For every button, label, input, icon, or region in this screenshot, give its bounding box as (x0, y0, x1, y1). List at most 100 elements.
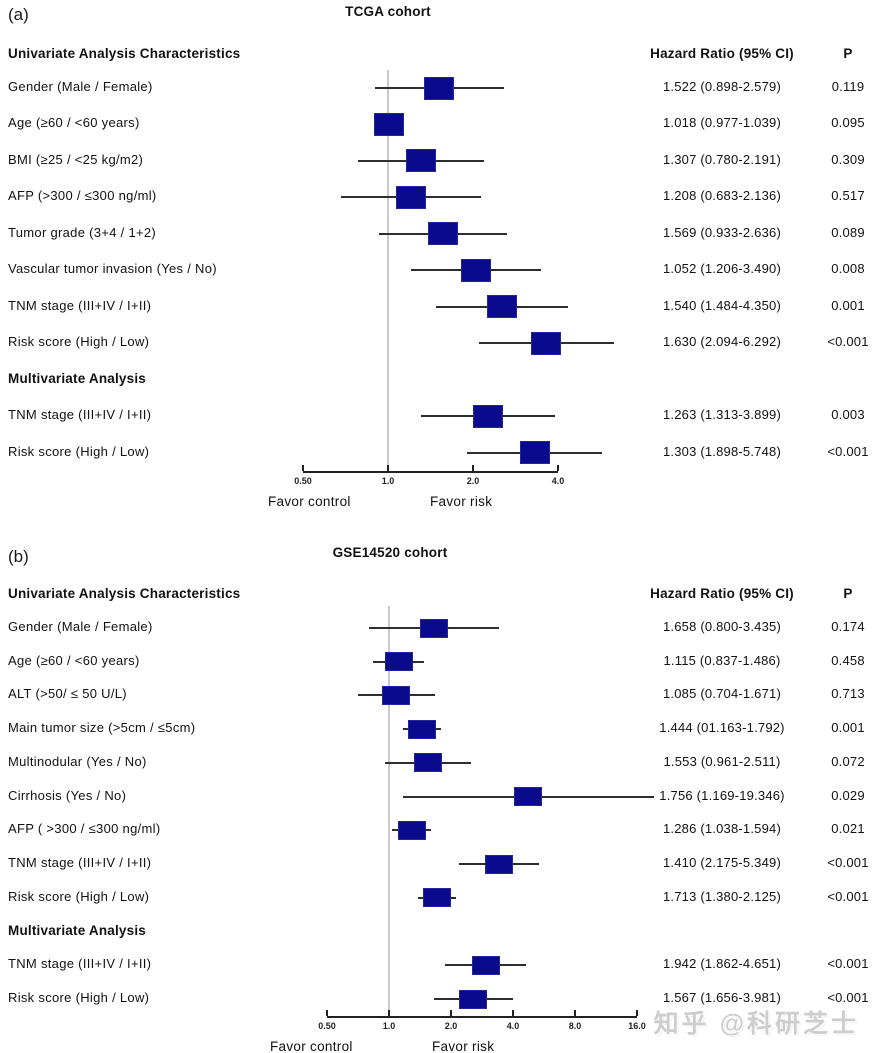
section-heading: Multivariate Analysis (8, 370, 147, 386)
hazard-ratio-text: 1.286 (1.038-1.594) (663, 821, 781, 837)
p-value-text: <0.001 (827, 888, 869, 904)
x-axis-tick (472, 465, 474, 471)
hazard-ratio-text: 1.713 (1.380-2.125) (663, 888, 781, 904)
p-value-text: <0.001 (827, 855, 869, 871)
x-axis-tick-label: 0.50 (294, 476, 312, 486)
hazard-ratio-box (484, 854, 513, 874)
hazard-ratio-box (424, 76, 455, 100)
hazard-ratio-box (396, 185, 427, 209)
header-hazard-ratio: Hazard Ratio (95% CI) (650, 46, 794, 61)
row-label: Gender (Male / Female) (8, 79, 153, 94)
p-value-text: 0.713 (831, 686, 865, 702)
row-label: AFP (>300 / ≤300 ng/ml) (8, 188, 157, 204)
x-axis-tick-label: 2.0 (444, 1021, 458, 1031)
panel-title: GSE14520 cohort (332, 545, 448, 560)
row-label: Risk score (High / Low) (8, 334, 150, 350)
x-axis-tick (388, 1010, 390, 1016)
p-value-text: <0.001 (827, 443, 869, 459)
hazard-ratio-box (407, 719, 436, 739)
hazard-ratio-text: 1.018 (0.977-1.039) (663, 115, 781, 131)
row-label: BMI (≥25 / <25 kg/m2) (8, 151, 144, 167)
x-axis-tick (450, 1010, 452, 1016)
hazard-ratio-box (397, 820, 426, 840)
p-value-text: 0.174 (831, 619, 865, 634)
x-axis-tick-label: 16.0 (628, 1021, 646, 1031)
header-characteristics: Univariate Analysis Characteristics (8, 46, 241, 61)
row-label: AFP ( >300 / ≤300 ng/ml) (8, 821, 161, 837)
hazard-ratio-text: 1.263 (1.313-3.899) (663, 407, 781, 423)
header-p-value: P (843, 46, 853, 61)
hazard-ratio-text: 1.208 (0.683-2.136) (663, 188, 781, 204)
p-value-text: 0.309 (831, 151, 865, 167)
p-value-text: <0.001 (827, 990, 869, 1006)
hazard-ratio-box (373, 112, 404, 136)
panel-letter: (a) (8, 5, 29, 24)
hazard-ratio-box (459, 989, 488, 1009)
hazard-ratio-text: 1.307 (0.780-2.191) (663, 151, 781, 167)
row-label: Gender (Male / Female) (8, 619, 153, 634)
x-axis-line (303, 471, 558, 473)
row-label: Tumor grade (3+4 / 1+2) (8, 224, 157, 240)
hazard-ratio-text: 1.303 (1.898-5.748) (663, 443, 781, 459)
p-value-text: <0.001 (827, 334, 869, 350)
x-axis-tick-label: 2.0 (466, 476, 480, 486)
panel-title: TCGA cohort (345, 4, 431, 19)
row-label: TNM stage (III+IV / I+II) (8, 297, 152, 313)
p-value-text: 0.003 (831, 407, 865, 423)
x-axis-tick (302, 465, 304, 471)
hazard-ratio-text: 1.052 (1.206-3.490) (663, 261, 781, 277)
header-hazard-ratio: Hazard Ratio (95% CI) (650, 586, 794, 601)
x-axis-tick-label: 4.0 (551, 476, 565, 486)
row-label: TNM stage (III+IV / I+II) (8, 956, 152, 972)
hazard-ratio-box (461, 258, 492, 282)
row-label: Age (≥60 / <60 years) (8, 652, 140, 668)
hazard-ratio-text: 1.553 (0.961-2.511) (663, 753, 781, 769)
hazard-ratio-box (471, 955, 500, 975)
favor-risk-label: Favor risk (432, 1039, 495, 1053)
x-axis-line (327, 1016, 637, 1018)
row-label: ALT (>50/ ≤ 50 U/L) (8, 686, 127, 702)
hazard-ratio-text: 1.522 (0.898-2.579) (663, 79, 781, 94)
x-axis-tick-label: 4.0 (506, 1021, 520, 1031)
hazard-ratio-box (382, 685, 411, 705)
hazard-ratio-text: 1.756 (1.169-19.346) (659, 787, 785, 803)
p-value-text: 0.119 (831, 79, 865, 94)
row-label: Multinodular (Yes / No) (8, 753, 147, 769)
p-value-text: 0.001 (831, 720, 865, 736)
p-value-text: 0.517 (831, 188, 865, 204)
row-label: Risk score (High / Low) (8, 990, 150, 1006)
favor-control-label: Favor control (270, 1039, 353, 1053)
hazard-ratio-box (414, 753, 443, 773)
row-label: Cirrhosis (Yes / No) (8, 787, 127, 803)
row-label: Vascular tumor invasion (Yes / No) (8, 261, 217, 277)
hazard-ratio-box (487, 295, 518, 319)
hazard-ratio-box (514, 787, 543, 807)
x-axis-tick (574, 1010, 576, 1016)
hazard-ratio-box (519, 441, 550, 464)
hazard-ratio-text: 1.569 (0.933-2.636) (663, 224, 781, 240)
section-heading: Multivariate Analysis (8, 922, 147, 938)
hazard-ratio-text: 1.444 (01.163-1.792) (659, 720, 785, 736)
hazard-ratio-text: 1.658 (0.800-3.435) (663, 619, 781, 634)
x-axis-tick-label: 1.0 (381, 476, 395, 486)
p-value-text: 0.089 (831, 224, 865, 240)
p-value-text: 0.458 (831, 652, 865, 668)
favor-risk-label: Favor risk (430, 494, 493, 509)
row-label: Main tumor size (>5cm / ≤5cm) (8, 720, 196, 736)
panel-letter: (b) (8, 547, 29, 566)
p-value-text: 0.001 (831, 297, 865, 313)
hazard-ratio-box (420, 618, 449, 638)
hazard-ratio-box (473, 404, 504, 428)
hazard-ratio-text: 1.630 (2.094-6.292) (663, 334, 781, 350)
x-axis-tick-label: 1.0 (382, 1021, 396, 1031)
hazard-ratio-text: 1.115 (0.837-1.486) (663, 652, 781, 668)
x-axis-tick-label: 0.50 (318, 1021, 336, 1031)
hazard-ratio-text: 1.942 (1.862-4.651) (663, 956, 781, 972)
p-value-text: 0.029 (831, 787, 865, 803)
row-label: Age (≥60 / <60 years) (8, 115, 140, 131)
hazard-ratio-text: 1.410 (2.175-5.349) (663, 855, 781, 871)
x-axis-tick (557, 465, 559, 471)
row-label: Risk score (High / Low) (8, 443, 150, 459)
x-axis-tick (512, 1010, 514, 1016)
